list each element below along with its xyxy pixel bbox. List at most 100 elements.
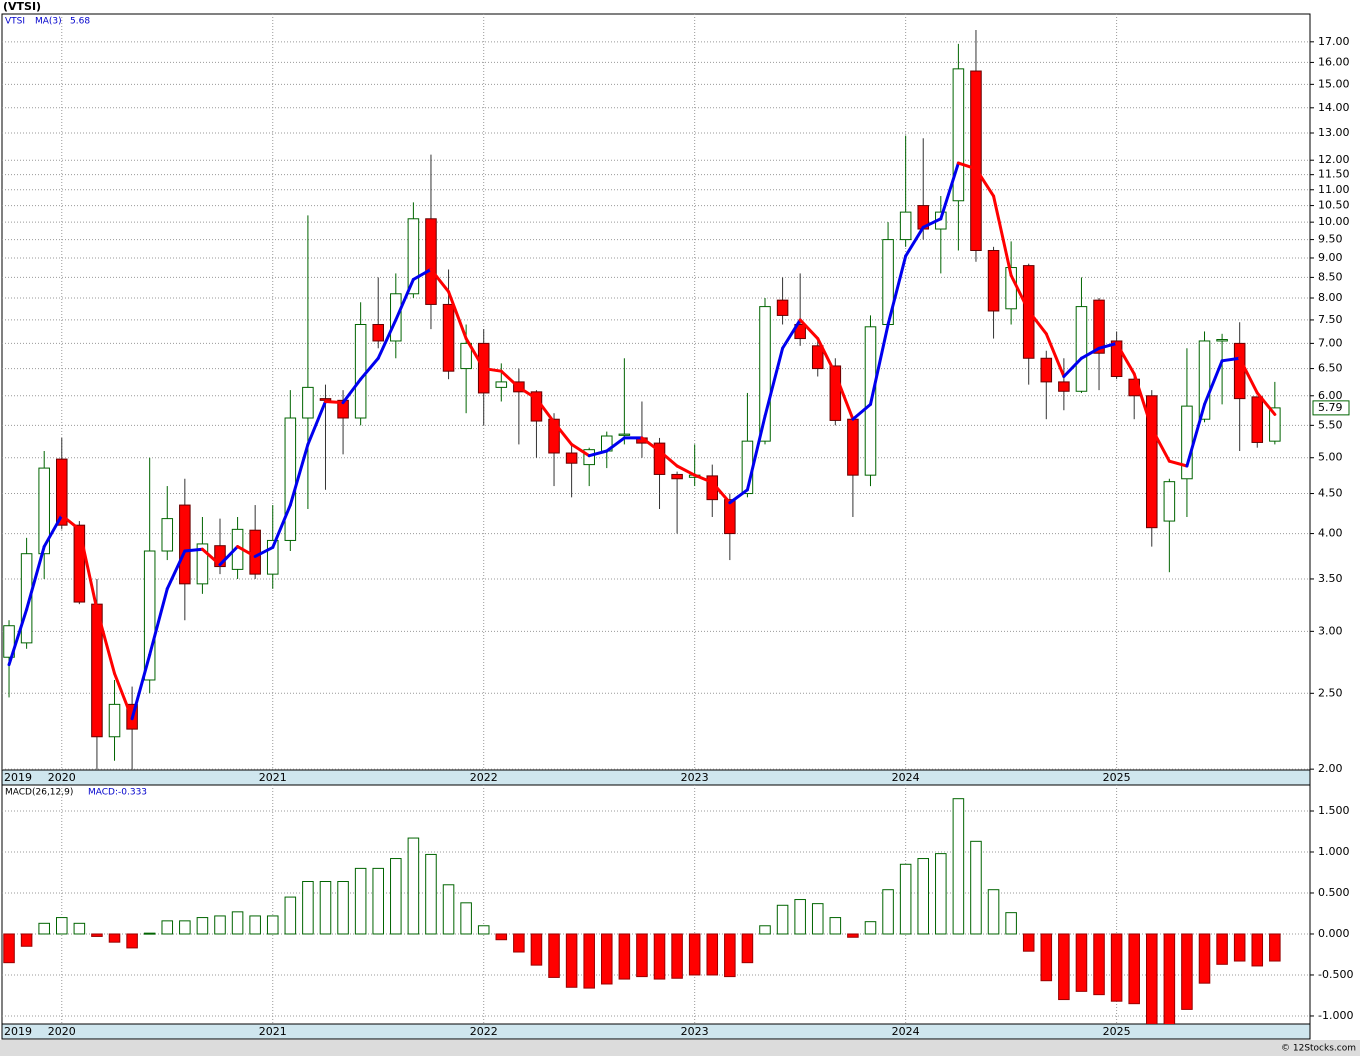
macd-bar — [583, 933, 595, 989]
ma-line — [1150, 426, 1171, 463]
ma-line — [411, 267, 433, 281]
candle-body — [1216, 339, 1228, 342]
y-tick-label: 10.00 — [1318, 215, 1350, 228]
macd-bar — [987, 889, 1000, 935]
candle-body — [811, 345, 824, 370]
ma-line — [376, 318, 398, 360]
macd-bar — [354, 867, 367, 935]
y-tick-label: 5.50 — [1318, 418, 1343, 431]
ma-line — [1097, 341, 1119, 350]
macd-bar — [425, 853, 437, 935]
candle-body — [495, 381, 508, 388]
candle-body — [460, 342, 472, 370]
ma-line — [1079, 346, 1101, 360]
candle-body — [794, 323, 806, 340]
ma-line — [42, 513, 64, 549]
ma-line — [640, 436, 662, 453]
ma-line — [183, 547, 204, 553]
y-tick-label: 6.00 — [1318, 389, 1343, 402]
ma-line — [886, 254, 908, 326]
macd-bar — [688, 933, 701, 976]
candle-body — [1269, 407, 1281, 442]
macd-bar — [1163, 933, 1176, 1024]
ma-line — [1027, 309, 1048, 336]
macd-bar — [214, 915, 226, 935]
footer — [0, 1040, 1360, 1056]
ma-line — [1115, 341, 1136, 376]
candle-body — [3, 625, 15, 658]
ma-line — [1255, 391, 1277, 416]
candle-body — [284, 417, 297, 541]
macd-bar — [1075, 933, 1088, 992]
ma-line — [570, 442, 591, 458]
candle-body — [1075, 306, 1088, 392]
ma-line — [1062, 356, 1083, 379]
ma-line — [253, 545, 275, 558]
macd-bar — [442, 884, 455, 935]
candle-body — [1040, 357, 1053, 383]
macd-bar — [601, 933, 613, 985]
candle-body — [899, 211, 912, 241]
candle-body — [214, 545, 226, 568]
macd-bar — [1181, 933, 1193, 1010]
plot-area — [2, 14, 1310, 770]
macd-bar — [952, 798, 965, 935]
candle-body — [970, 70, 982, 251]
macd-bar — [548, 933, 560, 978]
macd-bar — [38, 922, 50, 935]
x-tick-label: 2022 — [470, 1025, 498, 1038]
macd-bar — [495, 933, 508, 941]
ma-line — [728, 488, 749, 505]
legend-symbol: VTSI — [5, 17, 25, 27]
y-tick-label: 17.00 — [1318, 35, 1350, 48]
ma-line — [271, 503, 292, 549]
candle-body — [38, 467, 50, 555]
plot-area — [2, 785, 1310, 1024]
copyright: © 12Stocks.com — [1281, 1044, 1356, 1054]
macd-bar — [618, 933, 631, 980]
y-tick-label: 11.50 — [1318, 168, 1350, 181]
candle-body — [671, 473, 683, 480]
macd-bar — [829, 917, 842, 935]
candle-body — [425, 218, 437, 305]
ma-line — [816, 337, 837, 376]
y-tick-label: 16.00 — [1318, 55, 1350, 68]
y-tick-label: 8.00 — [1318, 291, 1343, 304]
macd-bar — [196, 917, 209, 935]
y-tick-label: 15.00 — [1318, 77, 1350, 90]
ma-line — [798, 318, 820, 341]
candle-body — [73, 524, 86, 603]
ma-line — [130, 653, 152, 721]
y-tick-label: -1.000 — [1318, 1009, 1353, 1022]
candle-body — [776, 299, 789, 316]
ma-line — [95, 607, 117, 676]
ma-line — [148, 587, 169, 657]
macd-bar — [513, 933, 525, 953]
macd-bar — [899, 863, 912, 935]
y-tick-label: -0.500 — [1318, 968, 1353, 981]
x-tick-label: 2023 — [681, 1025, 709, 1038]
macd-bar — [390, 858, 402, 935]
macd-bar — [970, 840, 982, 935]
ma-line — [534, 397, 556, 424]
y-tick-label: 3.50 — [1318, 572, 1343, 585]
ma-line — [992, 194, 1013, 277]
macd-bar — [653, 933, 666, 980]
candle-body — [407, 218, 420, 295]
macd-bar — [372, 867, 384, 935]
x-tick-label: 2024 — [892, 1025, 920, 1038]
ma-line — [359, 356, 380, 381]
macd-bar — [741, 933, 754, 964]
x-tick-label: 2025 — [1103, 1025, 1131, 1038]
candle-body — [565, 452, 578, 464]
candle-body — [266, 539, 279, 575]
ma-line — [77, 527, 99, 611]
macd-bar — [565, 933, 578, 988]
ma-line — [587, 449, 609, 458]
ma-line — [113, 672, 134, 721]
ma-line — [1220, 356, 1242, 363]
y-tick-label: 9.00 — [1318, 251, 1343, 264]
y-tick-label: 5.00 — [1318, 451, 1343, 464]
y-tick-label: 4.00 — [1318, 527, 1343, 540]
